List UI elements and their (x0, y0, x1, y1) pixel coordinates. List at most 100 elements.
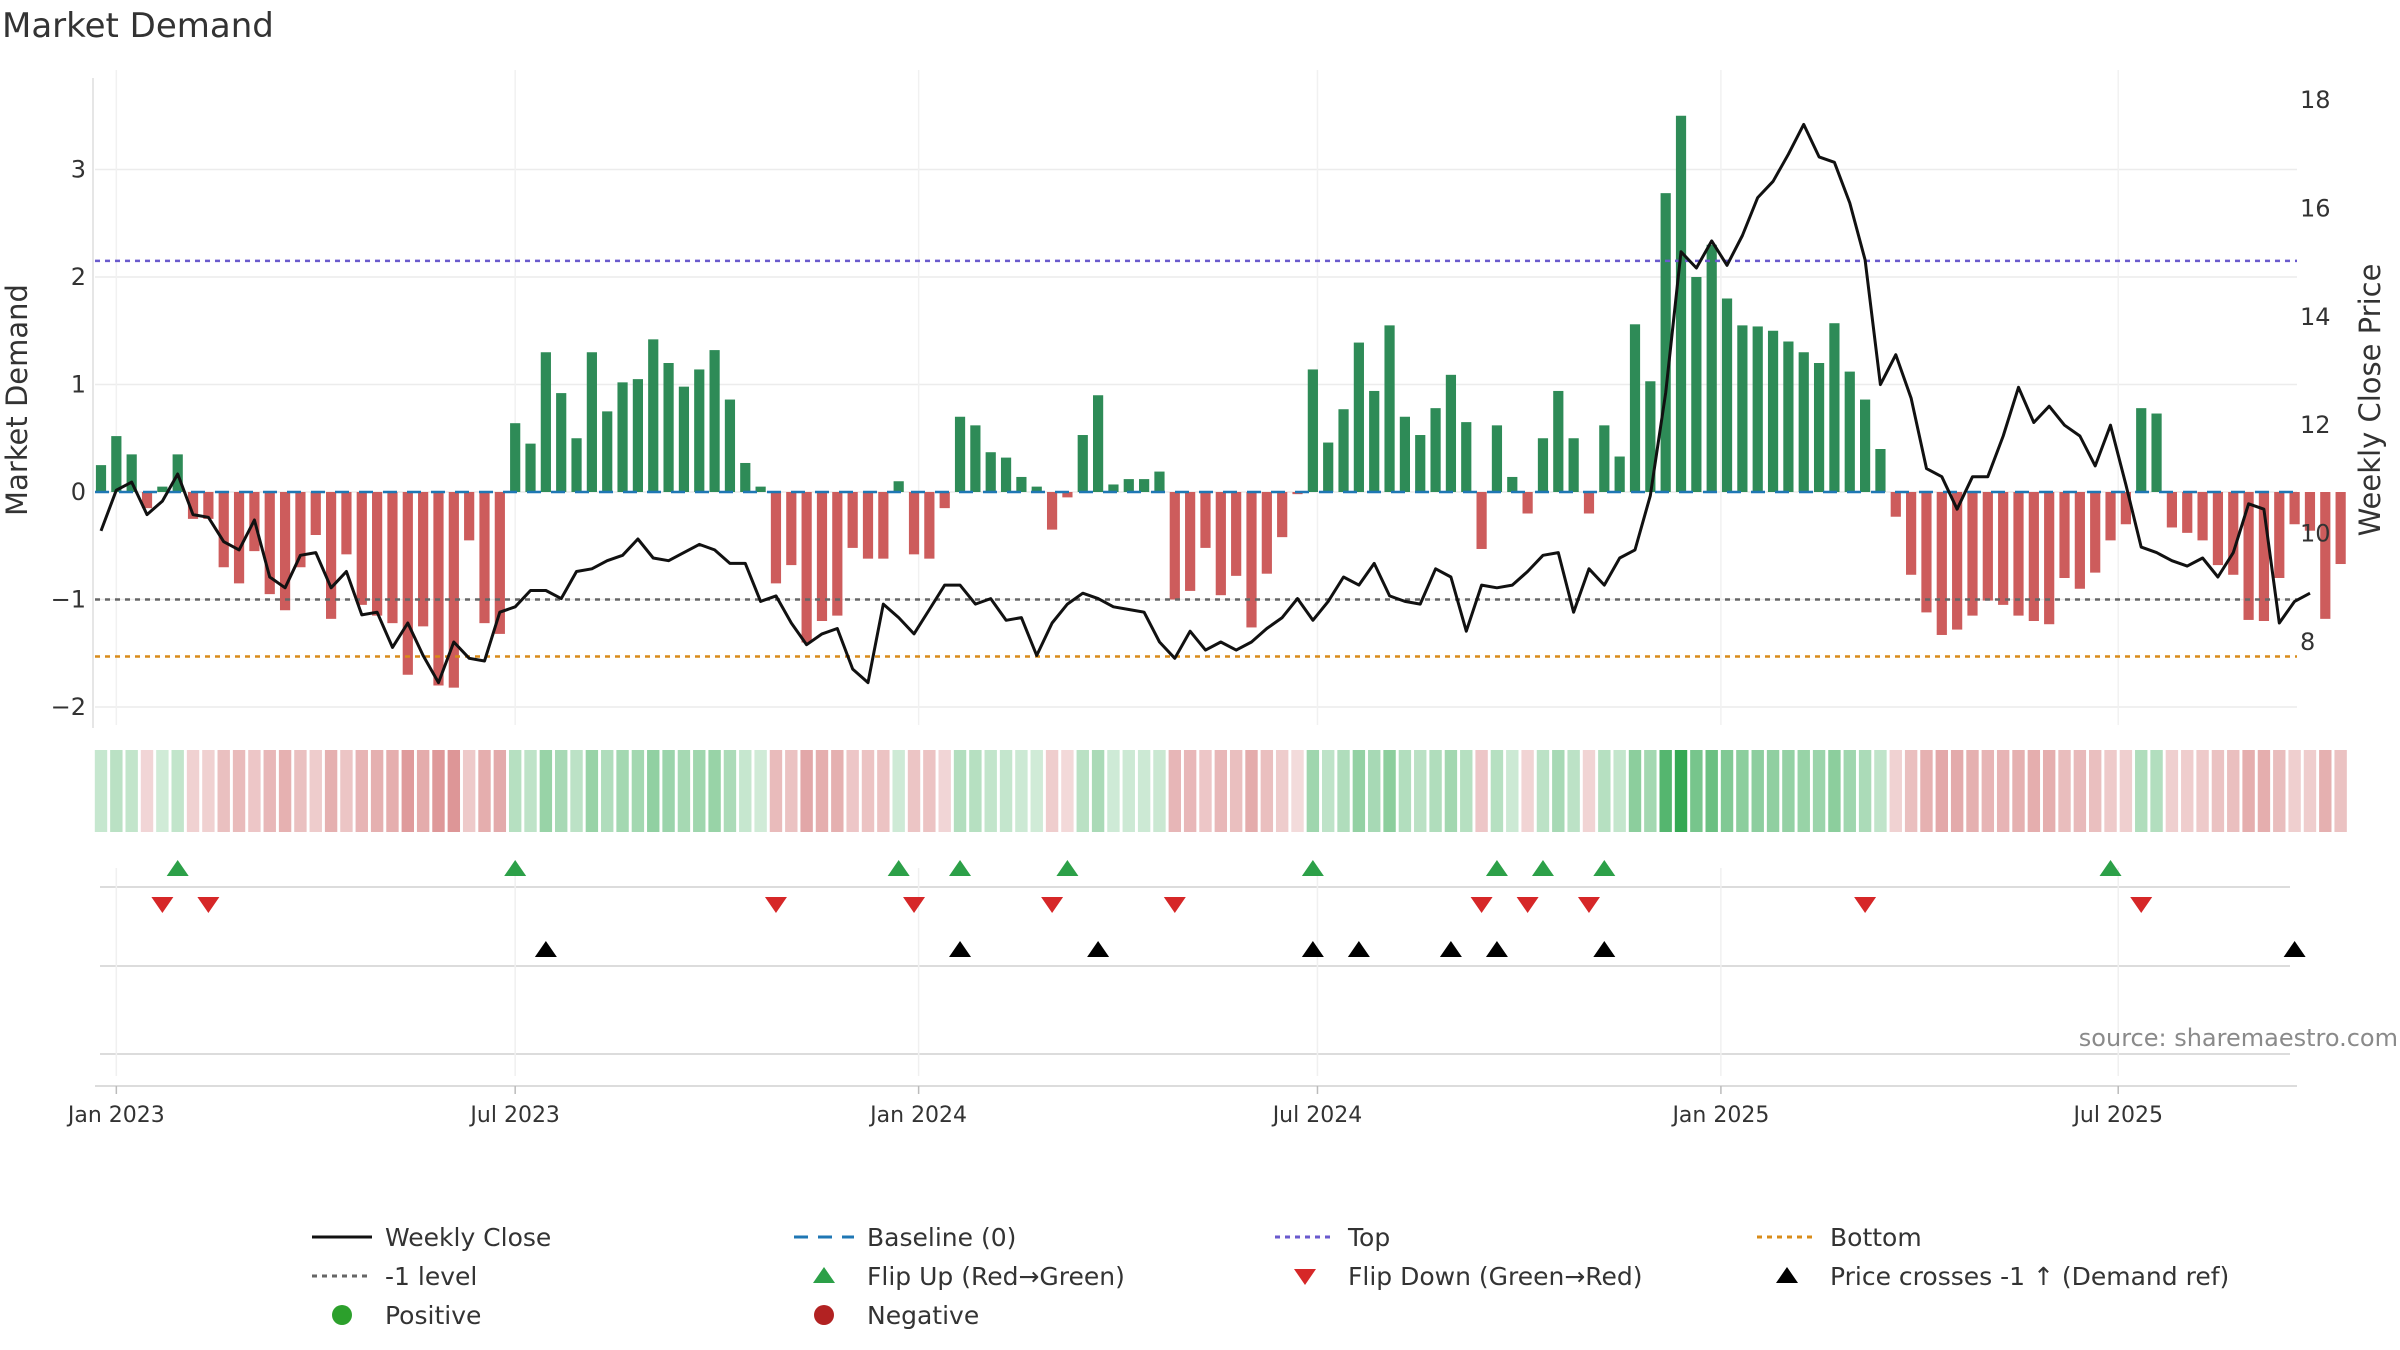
demand-bar (2166, 492, 2177, 528)
demand-bar (1246, 492, 1257, 628)
demand-bar (1062, 492, 1073, 498)
demand-bar (556, 393, 567, 492)
heat-strip-cell (1674, 750, 1688, 832)
demand-bar (1522, 492, 1533, 514)
demand-bar (2182, 492, 2193, 533)
heat-strip-cell (570, 750, 583, 832)
heat-strip-cell (1460, 750, 1473, 832)
demand-bar (571, 438, 582, 492)
heat-strip-cell (1690, 750, 1703, 832)
demand-bar (418, 492, 429, 627)
heat-strip-cell (539, 750, 553, 832)
heat-strip-cell (1950, 750, 1964, 832)
flip-up-marker (949, 860, 972, 876)
heat-strip-cell (447, 750, 461, 832)
flip-up-marker (1301, 860, 1324, 876)
legend-swatch-dot (332, 1305, 352, 1325)
heat-strip-cell (1291, 750, 1304, 832)
demand-bar (694, 369, 705, 492)
demand-bar (2028, 492, 2039, 621)
legend-label: Negative (867, 1301, 979, 1330)
heat-strip-cell (386, 750, 399, 832)
heat-strip-cell (1981, 750, 1995, 832)
heat-strip-cell (1352, 750, 1366, 832)
demand-bar (448, 492, 459, 688)
flip-up-marker (504, 860, 527, 876)
heat-strip-cell (1659, 750, 1672, 832)
price-cross-marker (1593, 941, 1616, 957)
heat-strip-cell (739, 750, 752, 832)
heat-strip-cell (1935, 750, 1948, 832)
heat-strip-cell (2058, 750, 2071, 832)
demand-bar (663, 363, 674, 492)
flip-down-marker (1470, 897, 1493, 913)
demand-bar (2212, 492, 2224, 566)
demand-bar (2335, 492, 2346, 565)
heat-strip-cell (2181, 750, 2194, 832)
demand-bar (141, 492, 153, 509)
heat-strip-cell (186, 750, 200, 832)
heat-strip-cell (1168, 750, 1181, 832)
heat-strip-cell (140, 750, 154, 832)
flip-down-marker (1041, 897, 1064, 913)
right-axis-title: Weekly Close Price (2353, 264, 2387, 537)
demand-bar (985, 452, 996, 492)
heat-strip-cell (217, 750, 230, 832)
demand-bar (1553, 390, 1564, 492)
demand-bar (770, 492, 782, 584)
demand-bar (2289, 492, 2300, 525)
heat-strip-cell (555, 750, 568, 832)
left-tick-label: 3 (71, 156, 86, 184)
heat-strip-cell (248, 750, 261, 832)
source-credit: source: sharemaestro.com (2078, 1024, 2398, 1052)
left-tick-label: 0 (71, 478, 86, 506)
heat-strip-cell (693, 750, 706, 832)
heat-strip-cell (1567, 750, 1580, 832)
flip-down-marker (1163, 897, 1186, 913)
demand-bar (479, 492, 490, 624)
demand-bar (617, 382, 628, 492)
heat-strip-cell (601, 750, 614, 832)
heat-strip-cell (2042, 750, 2056, 832)
demand-bar (1967, 492, 1978, 616)
demand-bar (1767, 330, 1779, 492)
heat-strip-cell (769, 750, 783, 832)
demand-bar (740, 462, 751, 492)
heat-strip-cell (631, 750, 645, 832)
heat-strip-cell (1444, 750, 1458, 832)
legend-label: Flip Down (Green→Red) (1348, 1262, 1643, 1291)
heat-strip-cell (1214, 750, 1228, 832)
demand-bar (1476, 492, 1487, 549)
heat-strip-cell (2303, 750, 2317, 832)
heat-strip-cell (1429, 750, 1442, 832)
heat-strip-cell (723, 750, 737, 832)
heat-strip-cell (907, 750, 921, 832)
heat-strip-cell (2073, 750, 2087, 832)
heat-strip-cell (1996, 750, 2010, 832)
demand-bar (111, 436, 122, 492)
heat-strip-cell (232, 750, 246, 832)
heat-strip-cell (1506, 750, 1519, 832)
demand-bar (1231, 492, 1242, 576)
right-tick-label: 8 (2300, 628, 2315, 656)
demand-bar (1844, 371, 1855, 492)
left-tick-label: −2 (51, 693, 86, 721)
flip-up-marker (887, 860, 910, 876)
demand-bar (1046, 492, 1058, 530)
demand-bar (816, 492, 828, 621)
demand-bar (1491, 425, 1503, 492)
heat-strip-cell (1736, 750, 1749, 832)
flip-up-marker (1485, 860, 1508, 876)
demand-bar (402, 492, 413, 675)
flip-down-marker (903, 897, 926, 913)
heat-strip-cell (1644, 750, 1657, 832)
heat-strip-cell (1705, 750, 1718, 832)
demand-bar (801, 492, 812, 643)
heat-strip-cell (171, 750, 184, 832)
demand-bar (878, 492, 889, 559)
demand-bar (464, 492, 475, 541)
heat-strip-cell (2027, 750, 2041, 832)
demand-bar (2090, 492, 2101, 573)
heat-strip-cell (2227, 750, 2240, 832)
demand-bar (1077, 435, 1088, 492)
